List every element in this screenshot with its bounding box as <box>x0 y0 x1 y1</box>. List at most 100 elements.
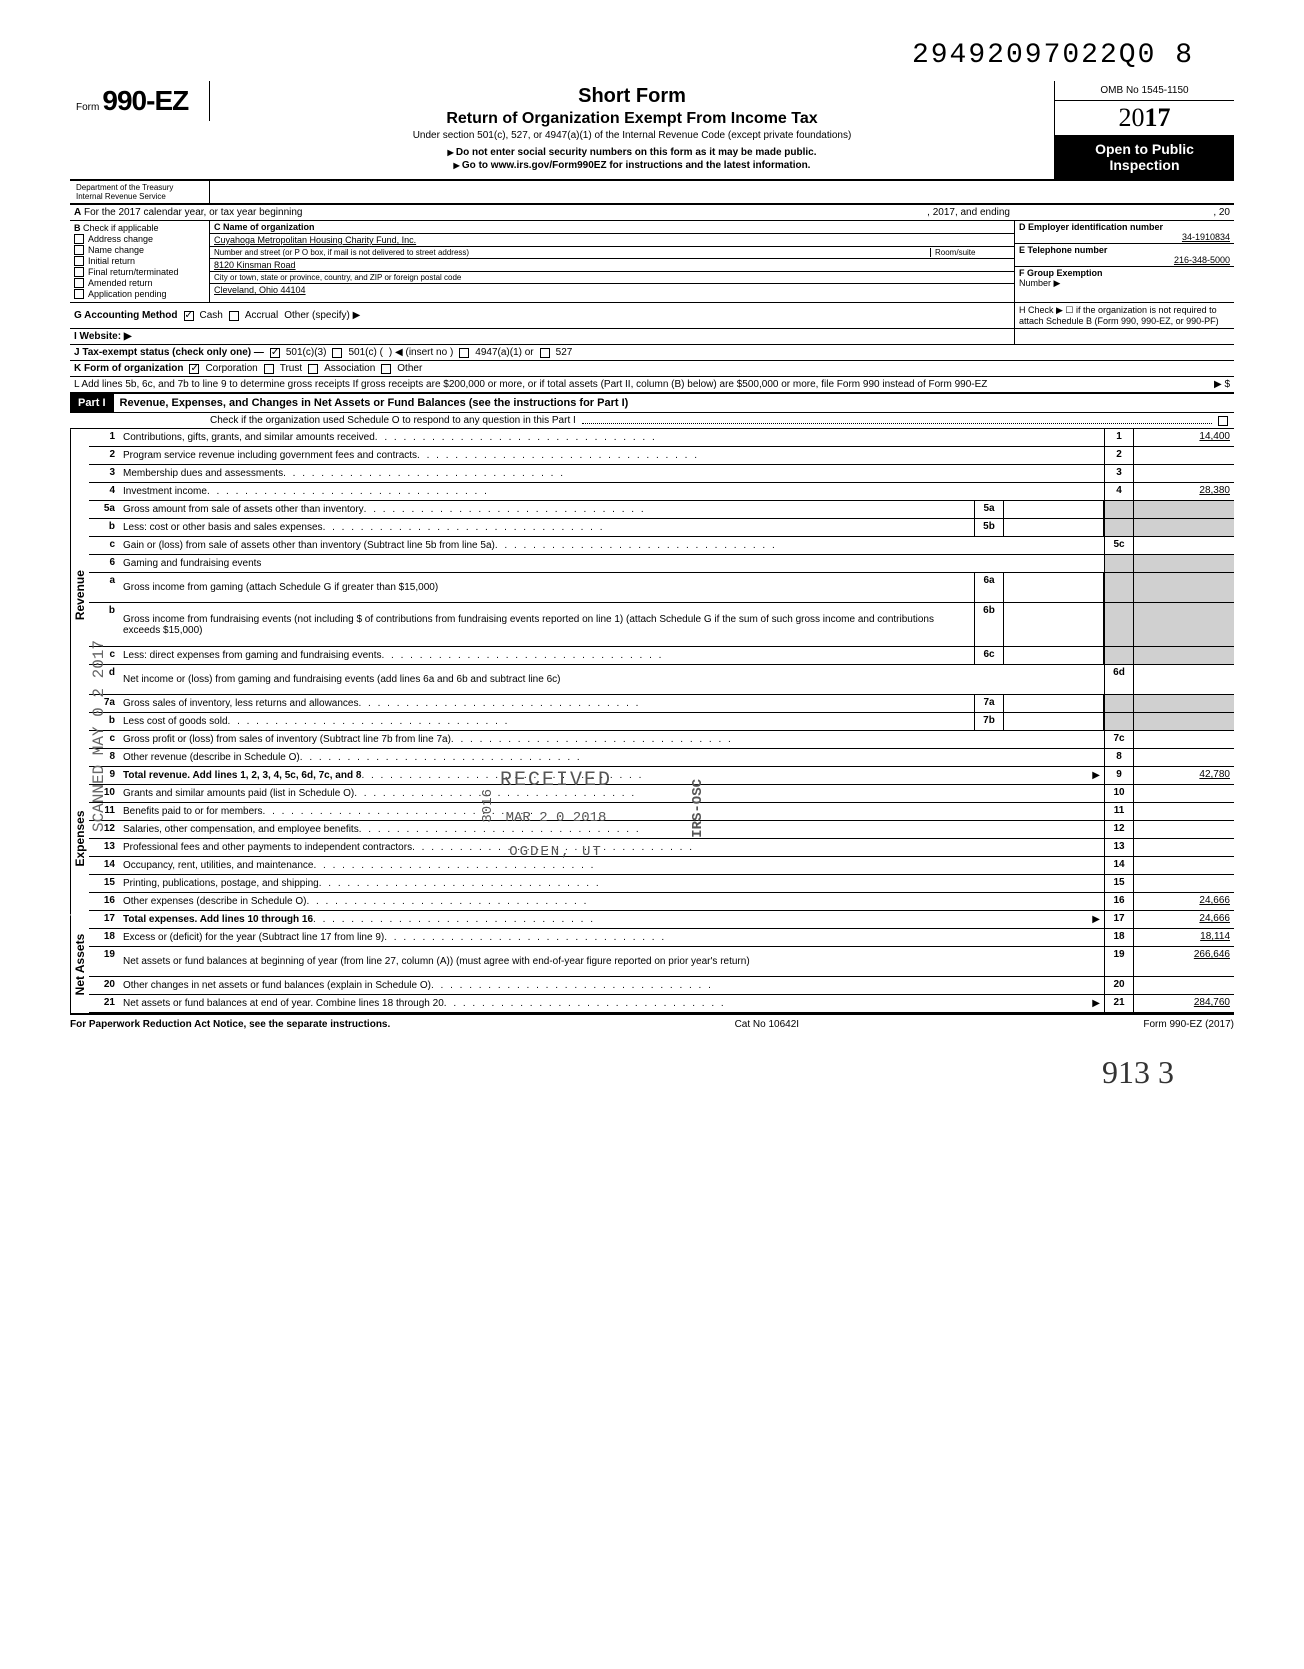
l3-desc: Membership dues and assessments <box>123 468 283 479</box>
l14-desc: Occupancy, rent, utilities, and maintena… <box>123 860 313 871</box>
l21-v: 284,760 <box>1134 995 1234 1012</box>
chk-cash[interactable] <box>184 311 194 321</box>
row-a: A For the 2017 calendar year, or tax yea… <box>70 205 1234 221</box>
l11-r: 11 <box>1104 803 1134 820</box>
l-arrow: ▶ $ <box>1214 379 1230 390</box>
omb-number: OMB No 1545-1150 <box>1055 81 1234 101</box>
chk-final-return[interactable] <box>74 267 84 277</box>
l9-desc: Total revenue. Add lines 1, 2, 3, 4, 5c,… <box>123 770 361 781</box>
l8-v <box>1134 749 1234 766</box>
l10-r: 10 <box>1104 785 1134 802</box>
chk-initial-return[interactable] <box>74 256 84 266</box>
part1-header: Part I Revenue, Expenses, and Changes in… <box>70 393 1234 413</box>
tax-year: 2017 <box>1055 101 1234 135</box>
l18-r: 18 <box>1104 929 1134 946</box>
a-end: , 20 <box>1014 205 1234 220</box>
l18-desc: Excess or (deficit) for the year (Subtra… <box>123 932 384 943</box>
scanned-stamp: SCANNED MAY 0 2 2017 <box>90 640 108 832</box>
l6b-m: 6b <box>974 603 1004 646</box>
chk-amended-return[interactable] <box>74 278 84 288</box>
j-lbl: J Tax-exempt status (check only one) — <box>74 347 264 358</box>
h-box: H Check ▶ ☐ if the organization is not r… <box>1014 303 1234 328</box>
l1-num: 1 <box>89 429 119 446</box>
form-goto: Go to www.irs.gov/Form990EZ for instruct… <box>218 160 1046 171</box>
l14-num: 14 <box>89 857 119 874</box>
chk-trust[interactable] <box>264 364 274 374</box>
chk-schedule-o[interactable] <box>1218 416 1228 426</box>
chk-4947[interactable] <box>459 348 469 358</box>
b-item-1: Name change <box>88 245 144 255</box>
chk-application-pending[interactable] <box>74 289 84 299</box>
chk-address-change[interactable] <box>74 234 84 244</box>
l21-arrow: ▶ <box>1092 998 1100 1009</box>
c-addr-lbl: Number and street (or P O box, if mail i… <box>214 248 930 257</box>
l7b-m: 7b <box>974 713 1004 730</box>
l-row: L Add lines 5b, 6c, and 7b to line 9 to … <box>70 377 1234 393</box>
chk-corporation[interactable] <box>189 364 199 374</box>
l6-desc: Gaming and fundraising events <box>123 558 261 569</box>
l5c-v <box>1134 537 1234 554</box>
l7c-r: 7c <box>1104 731 1134 748</box>
form-under: Under section 501(c), 527, or 4947(a)(1)… <box>218 130 1046 141</box>
l10-desc: Grants and similar amounts paid (list in… <box>123 788 354 799</box>
chk-501c[interactable] <box>332 348 342 358</box>
dln-number: 29492097022Q0 8 <box>70 40 1234 71</box>
l4-v: 28,380 <box>1134 483 1234 500</box>
l7c-desc: Gross profit or (loss) from sales of inv… <box>123 734 451 745</box>
part1-title: Revenue, Expenses, and Changes in Net As… <box>114 394 1234 412</box>
l12-r: 12 <box>1104 821 1134 838</box>
chk-name-change[interactable] <box>74 245 84 255</box>
l6-num: 6 <box>89 555 119 572</box>
b-label: Check if applicable <box>83 223 159 233</box>
l5c-num: c <box>89 537 119 554</box>
l20-desc: Other changes in net assets or fund bala… <box>123 980 431 991</box>
l3-r: 3 <box>1104 465 1134 482</box>
j-row: J Tax-exempt status (check only one) — 5… <box>70 345 1234 361</box>
l15-r: 15 <box>1104 875 1134 892</box>
l17-num: 17 <box>89 911 119 928</box>
l12-v <box>1134 821 1234 838</box>
l4-desc: Investment income <box>123 486 207 497</box>
l6a-num: a <box>89 573 119 602</box>
l6c-desc: Less: direct expenses from gaming and fu… <box>123 650 381 661</box>
l16-desc: Other expenses (describe in Schedule O) <box>123 896 306 907</box>
org-address: 8120 Kinsman Road <box>214 260 1010 270</box>
chk-association[interactable] <box>308 364 318 374</box>
side-revenue: Revenue <box>70 429 89 762</box>
l5b-m: 5b <box>974 519 1004 536</box>
dept-treasury: Department of the Treasury Internal Reve… <box>70 181 210 203</box>
footer-left: For Paperwork Reduction Act Notice, see … <box>70 1019 390 1030</box>
page-footer: For Paperwork Reduction Act Notice, see … <box>70 1013 1234 1034</box>
l21-num: 21 <box>89 995 119 1012</box>
chk-other[interactable] <box>381 364 391 374</box>
chk-527[interactable] <box>540 348 550 358</box>
l1-r: 1 <box>1104 429 1134 446</box>
b-item-4: Amended return <box>88 278 153 288</box>
side-expenses: Expenses <box>70 762 89 915</box>
l15-desc: Printing, publications, postage, and shi… <box>123 878 319 889</box>
c-city-lbl: City or town, state or province, country… <box>214 273 461 282</box>
l-text: L Add lines 5b, 6c, and 7b to line 9 to … <box>74 379 987 390</box>
l6a-m: 6a <box>974 573 1004 602</box>
l13-desc: Professional fees and other payments to … <box>123 842 412 853</box>
room-lbl: Room/suite <box>930 248 1010 257</box>
g-accrual: Accrual <box>245 310 278 321</box>
form-header: Form 990-EZ Short Form Return of Organiz… <box>70 81 1234 181</box>
l2-num: 2 <box>89 447 119 464</box>
l2-r: 2 <box>1104 447 1134 464</box>
chk-accrual[interactable] <box>229 311 239 321</box>
e-lbl: E Telephone number <box>1019 245 1107 255</box>
g-lbl: G Accounting Method <box>74 310 178 321</box>
l3-num: 3 <box>89 465 119 482</box>
org-name: Cuyahoga Metropolitan Housing Charity Fu… <box>214 235 1010 245</box>
l6b-desc: Gross income from fundraising events (no… <box>123 614 970 636</box>
l7a-m: 7a <box>974 695 1004 712</box>
f-num: Number ▶ <box>1019 278 1060 288</box>
l19-r: 19 <box>1104 947 1134 976</box>
chk-501c3[interactable] <box>270 348 280 358</box>
a-text: For the 2017 calendar year, or tax year … <box>84 207 302 218</box>
k-lbl: K Form of organization <box>74 363 183 374</box>
form-number: 990-EZ <box>102 85 188 116</box>
l7b-desc: Less cost of goods sold <box>123 716 228 727</box>
part1-grid: Revenue Expenses Net Assets 1Contributio… <box>70 429 1234 1013</box>
